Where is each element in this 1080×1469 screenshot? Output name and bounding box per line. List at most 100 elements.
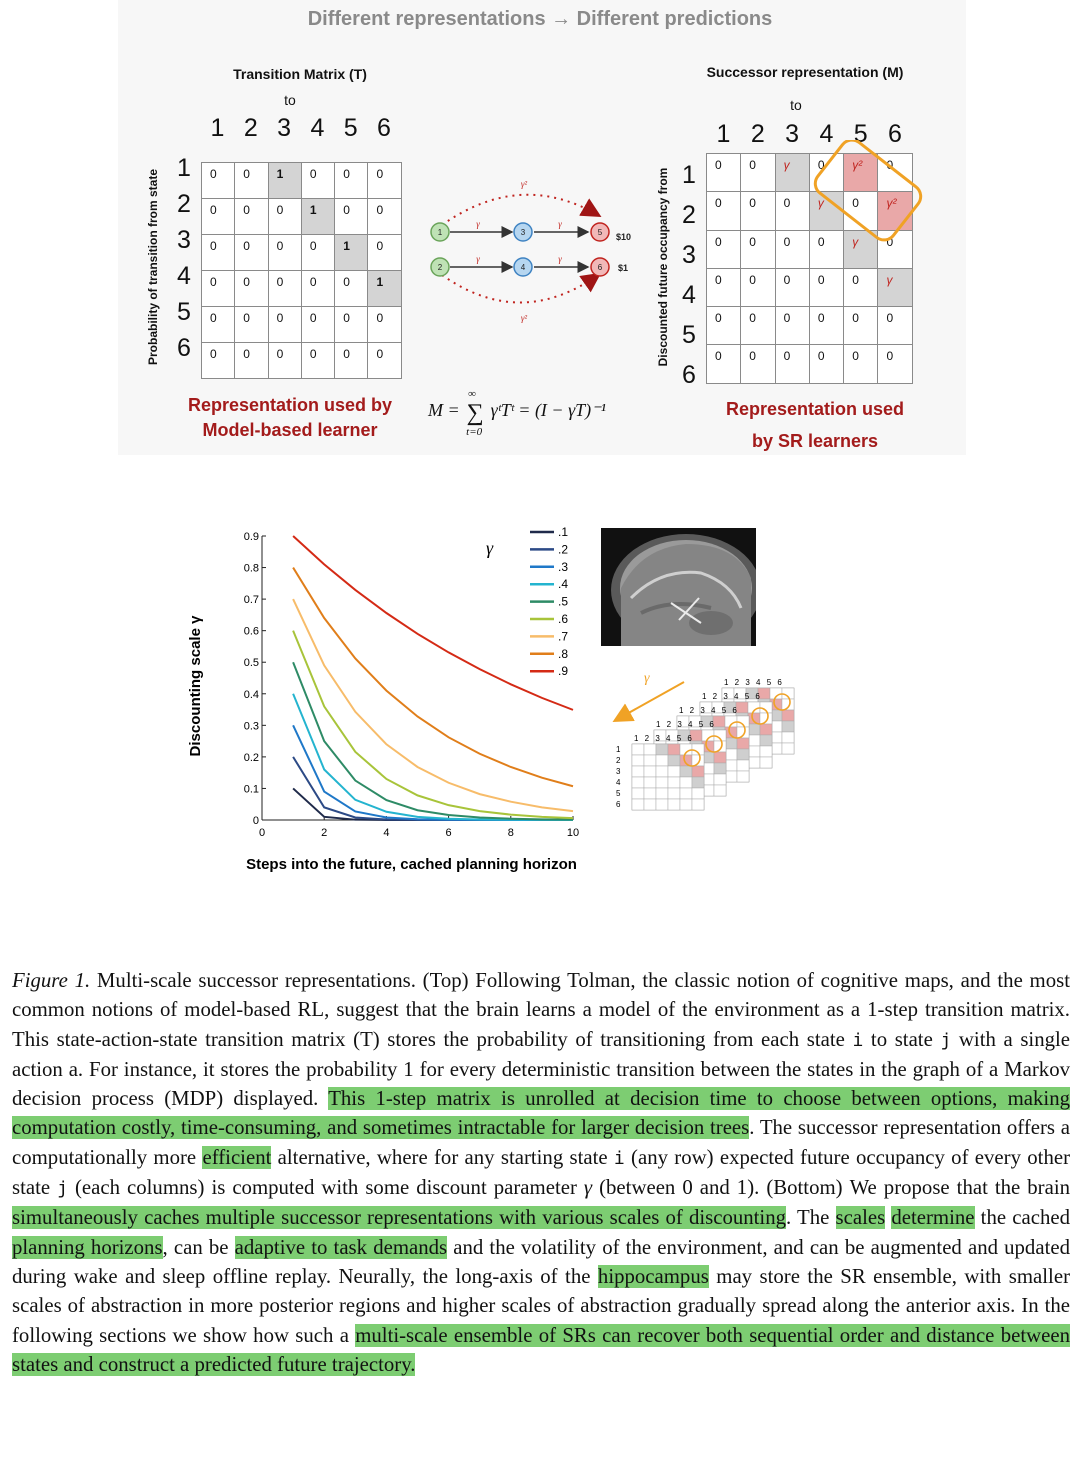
matrix-cell: 0 [705, 152, 742, 193]
legend-label: .1 [558, 525, 568, 539]
matrix-cell: 0 [367, 306, 402, 343]
legend-label: .8 [558, 647, 568, 661]
right-matrix-caption: Representation used by SR learners [700, 393, 930, 457]
matrix-cell: 0 [774, 267, 810, 308]
node-3 [513, 222, 533, 242]
col-number: 5 [343, 114, 358, 142]
node-5-label: 5 [598, 228, 603, 237]
formula-rhs: γᵗTᵗ = (I − γT)⁻¹ [490, 400, 607, 420]
series-line-5 [292, 661, 574, 821]
x-tick-label: 10 [567, 827, 579, 839]
matrix-cell: 0 [200, 234, 236, 271]
stack-row-label: 2 [616, 756, 621, 765]
matrix-cell: 0 [705, 344, 742, 384]
caption-text-3: with a single action a. For instance, it… [12, 1027, 1070, 1111]
arc-bottom [441, 272, 602, 304]
legend-label: .9 [558, 664, 568, 678]
x-tick-label: 2 [321, 827, 327, 839]
matrix-cell: 0 [267, 306, 302, 343]
matrix-cell: 0 [267, 234, 302, 271]
matrix-cell: 0 [808, 306, 845, 346]
stack-col-labels: 1 2 3 4 5 6 [679, 706, 739, 715]
matrix-cell: 0 [200, 198, 236, 235]
right-matrix-title: Successor representation (M) [706, 64, 904, 80]
col-number: 4 [819, 120, 834, 148]
matrix-cell: 0 [234, 234, 269, 271]
y-axis-label: Discounting scale γ [187, 615, 204, 757]
discounting-chart: 0 2 4 6 8 10 0 0.1 0.2 0.3 0.4 0.5 0.6 0.7 0.8 0.9 Steps… [186, 520, 606, 880]
series-line-8 [292, 567, 574, 788]
figure-headline: Different representations → Different pr… [307, 8, 773, 30]
row-number: 1 [177, 154, 191, 182]
stack-row-label: 4 [616, 778, 621, 787]
matrix-cell: 0 [740, 152, 776, 193]
matrix-cell: 0 [843, 344, 879, 384]
left-matrix-title: Transition Matrix (T) [233, 66, 367, 82]
matrix-cell: 0 [877, 344, 913, 384]
matrix-cell: 0 [740, 306, 776, 346]
right-matrix-row-axis-label: Discounted future occupancy from [656, 167, 670, 367]
col-number: 6 [888, 120, 902, 148]
y-tick-label: 0.2 [244, 752, 259, 764]
caption-text-2: to state [863, 1027, 941, 1051]
matrix-cell: 0 [740, 229, 776, 269]
matrix-cell: γ [843, 229, 879, 269]
arc-top [441, 193, 602, 226]
left-matrix-caption: Representation used by Model-based learn… [175, 393, 405, 443]
caption-text-13: and the volatility of the environment, a… [12, 1235, 1070, 1288]
formula-lhs: M = [428, 400, 460, 420]
var-j-1: j [940, 1029, 952, 1051]
matrix-cell: γ² [843, 152, 879, 193]
highlight-7: adaptive to task demands [234, 1235, 448, 1259]
row-number: 5 [682, 321, 696, 349]
sum-upper: ∞ [468, 388, 476, 400]
stack-col-labels: 1 2 3 4 5 6 [702, 692, 762, 701]
y-tick-label: 0 [253, 815, 259, 827]
highlight-3: simultaneously caches multiple successor… [12, 1206, 787, 1230]
matrix-cell: 1 [267, 162, 302, 199]
stack-row-label: 1 [616, 745, 621, 754]
matrix-cell: 0 [234, 198, 269, 235]
matrix-cell: 0 [267, 270, 302, 307]
series-line-7 [292, 598, 574, 813]
col-number: 3 [277, 114, 292, 142]
x-tick-label: 8 [508, 827, 514, 839]
reward-6-label: $1 [618, 263, 628, 273]
node-3-label: 3 [521, 228, 526, 237]
caption-text-8: (between 0 and 1). (Bottom) We propose t… [592, 1176, 1071, 1200]
var-i-1: i [852, 1029, 864, 1051]
y-tick-label: 0.9 [244, 531, 259, 543]
right-matrix-to-label: to [790, 97, 802, 113]
stack-col-labels: 1 2 3 4 5 6 [634, 734, 694, 743]
highlight-6: planning horizons [12, 1235, 163, 1259]
stack-col-labels: 1 2 3 4 5 6 [724, 678, 784, 687]
x-tick-label: 0 [259, 827, 265, 839]
var-i-2: i [613, 1147, 625, 1169]
matrix-cell: 0 [334, 270, 369, 307]
node-4 [513, 257, 533, 277]
stack-row-label: 5 [616, 789, 621, 798]
matrix-cell: 0 [705, 191, 742, 231]
col-number: 1 [716, 120, 731, 148]
caption-text-7: (each columns) is computed with some dis… [67, 1176, 584, 1200]
y-tick-label: 0.7 [244, 594, 259, 606]
highlight-2: efficient [202, 1145, 272, 1169]
matrix-cell: 0 [367, 342, 402, 379]
arc-label-top: γ² [521, 179, 528, 189]
edge-label-1-3: γ [476, 219, 480, 229]
caption-text-11: the cached [974, 1206, 1070, 1230]
matrix-cell: 0 [367, 234, 402, 271]
right-caption-line1: Representation used [725, 399, 905, 419]
caption-text-5: alternative, where for any starting stat… [271, 1145, 614, 1169]
highlight-5: determine [891, 1206, 975, 1230]
matrix-cell: 0 [877, 306, 913, 346]
matrix-cell: 0 [234, 162, 269, 199]
matrix-cell: 0 [200, 162, 236, 199]
matrix-cell: 0 [808, 344, 845, 384]
matrix-cell: 0 [234, 342, 269, 379]
col-number: 2 [750, 120, 765, 148]
caption-text-4: . The successor representation offers a … [12, 1116, 1070, 1169]
matrix-cell: 1 [367, 270, 402, 307]
